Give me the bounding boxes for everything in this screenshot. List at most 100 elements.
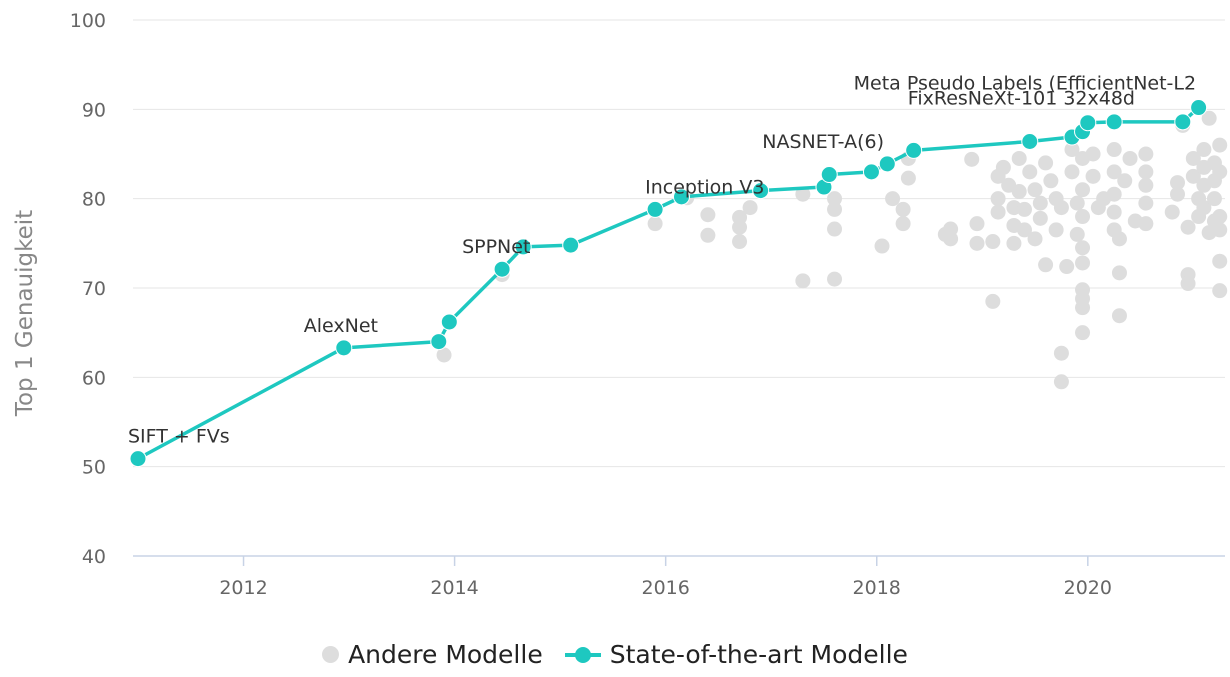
other-model-point[interactable]	[827, 271, 843, 287]
other-model-point[interactable]	[647, 216, 663, 232]
other-model-point[interactable]	[1016, 222, 1032, 238]
sota-point[interactable]	[430, 333, 448, 351]
other-model-point[interactable]	[1069, 195, 1085, 211]
other-model-point[interactable]	[732, 219, 748, 235]
other-model-point[interactable]	[1212, 209, 1228, 225]
sota-point[interactable]	[878, 155, 896, 173]
other-model-point[interactable]	[1064, 142, 1080, 158]
other-model-point[interactable]	[1075, 300, 1091, 316]
other-model-point[interactable]	[1053, 200, 1069, 216]
other-model-point[interactable]	[1011, 150, 1027, 166]
other-model-point[interactable]	[1206, 191, 1222, 207]
other-model-point[interactable]	[795, 186, 811, 202]
sota-point[interactable]	[1190, 99, 1208, 117]
legend-item-sota[interactable]: State-of-the-art Modelle	[564, 640, 908, 669]
other-model-point[interactable]	[1032, 195, 1048, 211]
other-model-point[interactable]	[990, 191, 1006, 207]
other-model-point[interactable]	[1212, 253, 1228, 269]
other-model-point[interactable]	[1032, 210, 1048, 226]
other-model-point[interactable]	[1022, 164, 1038, 180]
other-model-point[interactable]	[1027, 231, 1043, 247]
sota-point[interactable]	[335, 339, 353, 357]
other-model-point[interactable]	[436, 347, 452, 363]
other-model-point[interactable]	[1164, 204, 1180, 220]
other-model-point[interactable]	[1048, 222, 1064, 238]
sota-point[interactable]	[1105, 113, 1123, 131]
sota-point[interactable]	[820, 166, 838, 184]
other-model-point[interactable]	[1138, 146, 1154, 162]
other-model-point[interactable]	[742, 200, 758, 216]
sota-point[interactable]	[514, 238, 532, 256]
other-model-point[interactable]	[1111, 308, 1127, 324]
other-model-point[interactable]	[1212, 137, 1228, 153]
other-model-point[interactable]	[1106, 164, 1122, 180]
sota-point[interactable]	[862, 163, 880, 181]
other-model-point[interactable]	[990, 204, 1006, 220]
other-model-point[interactable]	[1212, 222, 1228, 238]
sota-point[interactable]	[673, 188, 690, 206]
other-model-point[interactable]	[795, 273, 811, 289]
other-model-point[interactable]	[874, 238, 890, 254]
other-model-point[interactable]	[1075, 255, 1091, 271]
other-model-point[interactable]	[827, 201, 843, 217]
other-model-point[interactable]	[1196, 142, 1212, 158]
other-model-point[interactable]	[1053, 345, 1069, 361]
other-model-point[interactable]	[1170, 175, 1186, 191]
other-model-point[interactable]	[1038, 155, 1054, 171]
other-model-point[interactable]	[1106, 186, 1122, 202]
other-model-point[interactable]	[1138, 177, 1154, 193]
other-model-point[interactable]	[895, 201, 911, 217]
other-model-point[interactable]	[1185, 150, 1201, 166]
other-model-point[interactable]	[1106, 204, 1122, 220]
other-model-point[interactable]	[995, 159, 1011, 175]
other-model-point[interactable]	[1180, 276, 1196, 292]
sota-point[interactable]	[905, 141, 923, 159]
sota-point[interactable]	[646, 200, 664, 218]
other-model-point[interactable]	[885, 191, 901, 207]
other-model-point[interactable]	[895, 216, 911, 232]
other-model-point[interactable]	[1043, 173, 1059, 189]
sota-point[interactable]	[440, 313, 458, 331]
other-model-point[interactable]	[700, 207, 716, 223]
other-model-point[interactable]	[1075, 182, 1091, 198]
sota-point[interactable]	[493, 260, 511, 278]
other-model-point[interactable]	[1111, 265, 1127, 281]
other-model-point[interactable]	[1170, 186, 1186, 202]
other-model-point[interactable]	[1069, 226, 1085, 242]
sota-point[interactable]	[1021, 132, 1039, 150]
other-model-point[interactable]	[943, 231, 959, 247]
other-model-point[interactable]	[1053, 374, 1069, 390]
other-model-point[interactable]	[1138, 195, 1154, 211]
other-model-point[interactable]	[1196, 200, 1212, 216]
other-model-point[interactable]	[1201, 110, 1217, 126]
other-model-point[interactable]	[964, 151, 980, 167]
sota-point[interactable]	[1079, 114, 1097, 132]
other-model-point[interactable]	[732, 234, 748, 250]
other-model-point[interactable]	[1117, 173, 1133, 189]
other-model-point[interactable]	[1111, 231, 1127, 247]
other-model-point[interactable]	[969, 235, 985, 251]
other-model-point[interactable]	[985, 293, 1001, 309]
other-model-point[interactable]	[1185, 168, 1201, 184]
other-model-point[interactable]	[827, 191, 843, 207]
other-model-point[interactable]	[1075, 240, 1091, 256]
other-model-point[interactable]	[1180, 219, 1196, 235]
other-model-point[interactable]	[985, 234, 1001, 250]
other-model-point[interactable]	[700, 227, 716, 243]
other-model-point[interactable]	[1011, 184, 1027, 200]
other-model-point[interactable]	[900, 170, 916, 186]
other-model-point[interactable]	[969, 216, 985, 232]
sota-point[interactable]	[129, 450, 147, 468]
other-model-point[interactable]	[1027, 182, 1043, 198]
other-model-point[interactable]	[1059, 259, 1075, 275]
legend-item-others[interactable]: Andere Modelle	[322, 640, 543, 669]
sota-point[interactable]	[1174, 113, 1192, 131]
other-model-point[interactable]	[1138, 164, 1154, 180]
other-model-point[interactable]	[1075, 209, 1091, 225]
other-model-point[interactable]	[1212, 283, 1228, 299]
other-model-point[interactable]	[1064, 164, 1080, 180]
other-model-point[interactable]	[1085, 146, 1101, 162]
other-model-point[interactable]	[1038, 257, 1054, 273]
other-model-point[interactable]	[1016, 201, 1032, 217]
sota-point[interactable]	[562, 236, 580, 254]
